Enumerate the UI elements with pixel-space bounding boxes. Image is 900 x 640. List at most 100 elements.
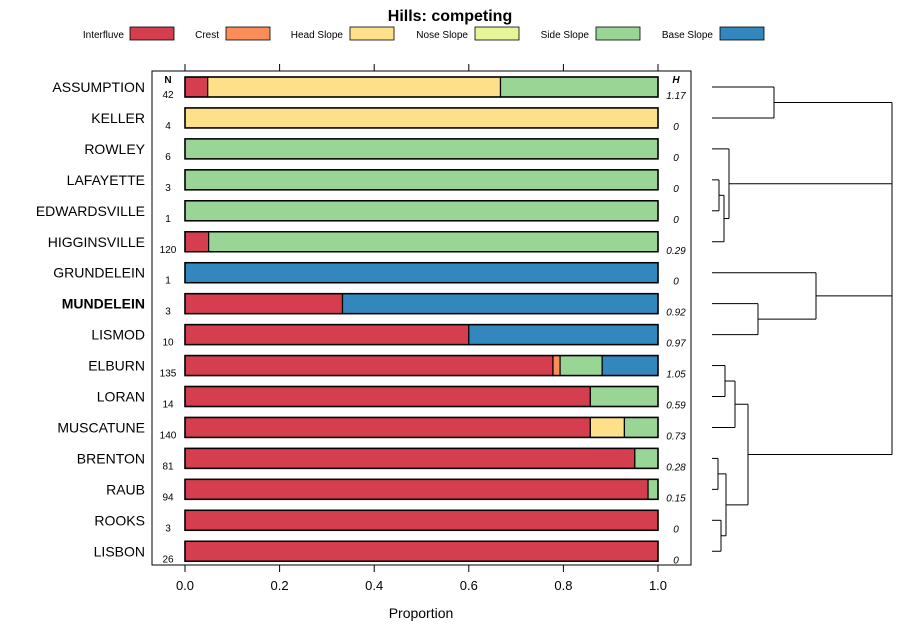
row-label: ROWLEY bbox=[84, 141, 145, 157]
h-column-header: H bbox=[672, 75, 680, 86]
row-h-value: 0.97 bbox=[666, 339, 686, 350]
row-n-value: 14 bbox=[162, 400, 174, 411]
row-lafayette: LAFAYETTE 3 0 bbox=[67, 169, 679, 195]
row-h-value: 0.29 bbox=[666, 246, 686, 257]
bar-segment-head-slope bbox=[184, 107, 659, 129]
bar-segment-interfluve bbox=[184, 324, 470, 346]
row-label: RAUB bbox=[106, 481, 145, 497]
bar-segment-base-slope bbox=[468, 324, 659, 346]
legend-swatch bbox=[349, 26, 395, 41]
row-label: HIGGINSVILLE bbox=[48, 234, 145, 250]
row-h-value: 1.05 bbox=[666, 370, 686, 381]
row-label: KELLER bbox=[91, 110, 145, 126]
row-edwardsville: EDWARDSVILLE 1 0 bbox=[36, 200, 679, 226]
bar-segment-side-slope bbox=[184, 200, 659, 222]
row-n-value: 140 bbox=[160, 430, 177, 441]
bar-outline bbox=[184, 354, 659, 377]
row-rowley: ROWLEY 6 0 bbox=[84, 138, 679, 164]
bar-segment-interfluve bbox=[184, 76, 209, 98]
bar-segment-crest bbox=[552, 354, 561, 377]
legend-swatch bbox=[719, 26, 765, 41]
bar-segment-side-slope bbox=[208, 231, 659, 253]
row-h-value: 0 bbox=[673, 215, 679, 226]
row-n-value: 42 bbox=[162, 90, 174, 101]
bar-outline bbox=[184, 76, 659, 98]
row-h-value: 0 bbox=[673, 277, 679, 288]
row-h-value: 0 bbox=[673, 184, 679, 195]
row-n-value: 4 bbox=[165, 121, 171, 132]
x-tick-label: 1.0 bbox=[649, 578, 667, 593]
row-elburn: ELBURN 135 1.05 bbox=[88, 354, 686, 381]
row-label: EDWARDSVILLE bbox=[36, 203, 145, 219]
bar-segment-side-slope bbox=[647, 478, 659, 500]
row-n-value: 3 bbox=[165, 183, 171, 194]
row-raub: RAUB 94 0.15 bbox=[106, 478, 686, 504]
row-n-value: 6 bbox=[165, 152, 171, 163]
row-n-value: 135 bbox=[160, 369, 177, 380]
bar-segment-interfluve bbox=[184, 509, 659, 531]
row-label: LISBON bbox=[94, 543, 145, 559]
bar-outline bbox=[184, 323, 659, 346]
row-brenton: BRENTON 81 0.28 bbox=[77, 447, 686, 473]
row-loran: LORAN 14 0.59 bbox=[97, 385, 686, 412]
bar-outline bbox=[184, 509, 659, 532]
plot-frame bbox=[151, 70, 692, 566]
row-label: ROOKS bbox=[94, 512, 145, 528]
bar-outline bbox=[184, 447, 659, 470]
bar-outline bbox=[184, 138, 659, 160]
row-muscatune: MUSCATUNE 140 0.73 bbox=[57, 416, 686, 442]
bar-segment-side-slope bbox=[623, 416, 659, 439]
row-n-value: 3 bbox=[165, 523, 171, 534]
bar-outline bbox=[184, 231, 659, 253]
bar-outline bbox=[184, 261, 659, 284]
legend: Interfluve Crest Head Slope Nose Slope Side … bbox=[83, 26, 765, 41]
row-h-value: 0.15 bbox=[666, 493, 686, 504]
row-label: MUNDELEIN bbox=[62, 296, 145, 312]
bar-outline bbox=[184, 169, 659, 191]
legend-label: Base Slope bbox=[662, 30, 714, 41]
bar-segment-interfluve bbox=[184, 478, 649, 500]
bar-segment-side-slope bbox=[184, 169, 659, 191]
legend-label: Side Slope bbox=[541, 30, 590, 41]
row-lismod: LISMOD 10 0.97 bbox=[91, 323, 686, 350]
row-n-value: 26 bbox=[162, 554, 174, 565]
row-lisbon: LISBON 26 0 bbox=[94, 540, 679, 566]
bar-segment-interfluve bbox=[184, 293, 344, 315]
bar-segment-interfluve bbox=[184, 385, 591, 408]
row-h-value: 0 bbox=[673, 524, 679, 535]
bar-segment-base-slope bbox=[601, 354, 659, 377]
row-h-value: 0.92 bbox=[666, 308, 686, 319]
row-label: ASSUMPTION bbox=[52, 79, 145, 95]
legend-label: Nose Slope bbox=[416, 30, 468, 41]
bar-outline bbox=[184, 107, 659, 129]
row-n-value: 10 bbox=[162, 338, 174, 349]
x-tick-label: 0.6 bbox=[460, 578, 478, 593]
row-label: GRUNDELEIN bbox=[53, 265, 145, 281]
row-higginsville: HIGGINSVILLE 120 0.29 bbox=[48, 231, 686, 257]
row-h-value: 1.17 bbox=[666, 91, 686, 102]
row-h-value: 0 bbox=[673, 555, 679, 566]
bar-segment-interfluve bbox=[184, 447, 636, 469]
bar-segment-side-slope bbox=[499, 76, 659, 98]
bar-segment-interfluve bbox=[184, 354, 554, 377]
top-axis-ticks bbox=[184, 64, 659, 71]
x-tick-label: 0.2 bbox=[271, 578, 289, 593]
legend-label: Head Slope bbox=[291, 30, 344, 41]
row-n-value: 94 bbox=[162, 492, 174, 503]
bar-segment-interfluve bbox=[184, 540, 659, 562]
row-h-value: 0 bbox=[673, 153, 679, 164]
row-n-value: 1 bbox=[165, 276, 171, 287]
row-h-value: 0.59 bbox=[666, 401, 686, 412]
row-n-value: 120 bbox=[160, 245, 177, 256]
row-label: BRENTON bbox=[77, 450, 145, 466]
bar-segment-interfluve bbox=[184, 231, 210, 253]
row-rooks: ROOKS 3 0 bbox=[94, 509, 679, 535]
bar-outline bbox=[184, 478, 659, 501]
row-n-value: 3 bbox=[165, 307, 171, 318]
bar-segment-side-slope bbox=[559, 354, 603, 377]
legend-swatch bbox=[595, 26, 641, 41]
legend-swatch bbox=[474, 26, 520, 41]
row-n-value: 81 bbox=[162, 461, 174, 472]
bar-segment-side-slope bbox=[589, 385, 659, 408]
legend-label: Crest bbox=[195, 30, 219, 41]
